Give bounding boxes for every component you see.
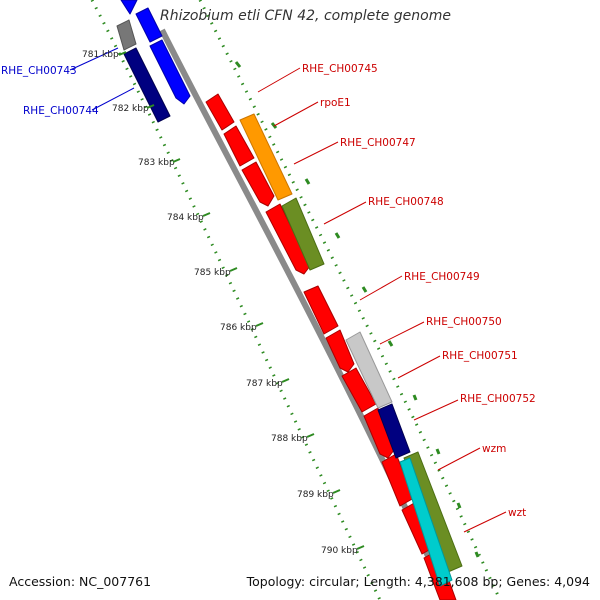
gene-blue-2 [149, 39, 191, 105]
gene-lightgray-750 [345, 331, 393, 409]
gene-olive-748 [281, 197, 325, 271]
gene-label-rhe-ch00752: RHE_CH00752 [460, 393, 536, 405]
map-title: Rhizobium etli CFN 42, complete genome [160, 8, 451, 24]
scale-ring [90, 0, 382, 600]
gene-label-rhe-ch00748: RHE_CH00748 [368, 196, 444, 208]
gene-label-rhe-ch00745: RHE_CH00745 [302, 63, 378, 75]
gene-red-745 [205, 93, 235, 131]
gene-red-748 [265, 203, 311, 275]
scale-label: 786 kbp [220, 323, 257, 333]
left-gene-labels: RHE_CH00743 RHE_CH00744 [1, 65, 99, 117]
gene-red-rpoe1 [223, 125, 255, 167]
gene-blue-top [120, 0, 138, 15]
gene-red-747 [241, 161, 275, 207]
gene-red-749b [325, 329, 355, 373]
gene-label-rhe-ch00751: RHE_CH00751 [442, 350, 518, 362]
gene-navy-751 [377, 403, 411, 459]
right-gene-labels: RHE_CH00745 rpoE1 RHE_CH00747 RHE_CH0074… [302, 63, 536, 519]
scale-label: 790 kbp [321, 546, 358, 556]
gene-label-rhe-ch00743: RHE_CH00743 [1, 65, 77, 77]
scale-label: 782 kbp [112, 104, 149, 114]
scale-label: 789 kbp [297, 490, 334, 500]
scale-label: 783 kbp [138, 158, 175, 168]
gene-cyan-wzm [399, 457, 453, 587]
scale-ticks [118, 51, 365, 550]
gene-label-rhe-ch00747: RHE_CH00747 [340, 137, 416, 149]
scale-labels: 781 kbp 782 kbp 783 kbp 784 kbp 785 kbp … [82, 50, 358, 556]
gene-label-rhe-ch00749: RHE_CH00749 [404, 271, 480, 283]
left-strand-genes [116, 0, 191, 123]
accession-text: Accession: NC_007761 [9, 574, 152, 589]
gene-label-wzm: wzm [482, 443, 506, 455]
scale-label: 785 kbp [194, 268, 231, 278]
gene-red-751 [363, 407, 395, 459]
scale-label: 788 kbp [271, 434, 308, 444]
scale-label: 784 kbp [167, 213, 204, 223]
gene-label-rhe-ch00744: RHE_CH00744 [23, 105, 99, 117]
genome-info-text: Topology: circular; Length: 4,381,608 bp… [246, 574, 590, 589]
gene-gray-left [116, 19, 137, 51]
gene-navy-1 [123, 47, 171, 123]
outer-genes [239, 113, 463, 587]
gene-red-749a [303, 285, 339, 335]
gene-orange-rpoe1 [239, 113, 293, 201]
outer-tick-ring [198, 0, 502, 600]
leader-lines-left [69, 47, 135, 111]
gene-label-wzt: wzt [508, 507, 526, 519]
gene-label-rpoe1: rpoE1 [320, 97, 351, 109]
leader-lines-right [257, 67, 507, 533]
gene-blue-1 [135, 7, 163, 43]
outer-major-ticks [234, 61, 480, 558]
gene-label-rhe-ch00750: RHE_CH00750 [426, 316, 502, 328]
red-genes [205, 93, 457, 600]
scale-label: 781 kbp [82, 50, 119, 60]
scale-label: 787 kbp [246, 379, 283, 389]
